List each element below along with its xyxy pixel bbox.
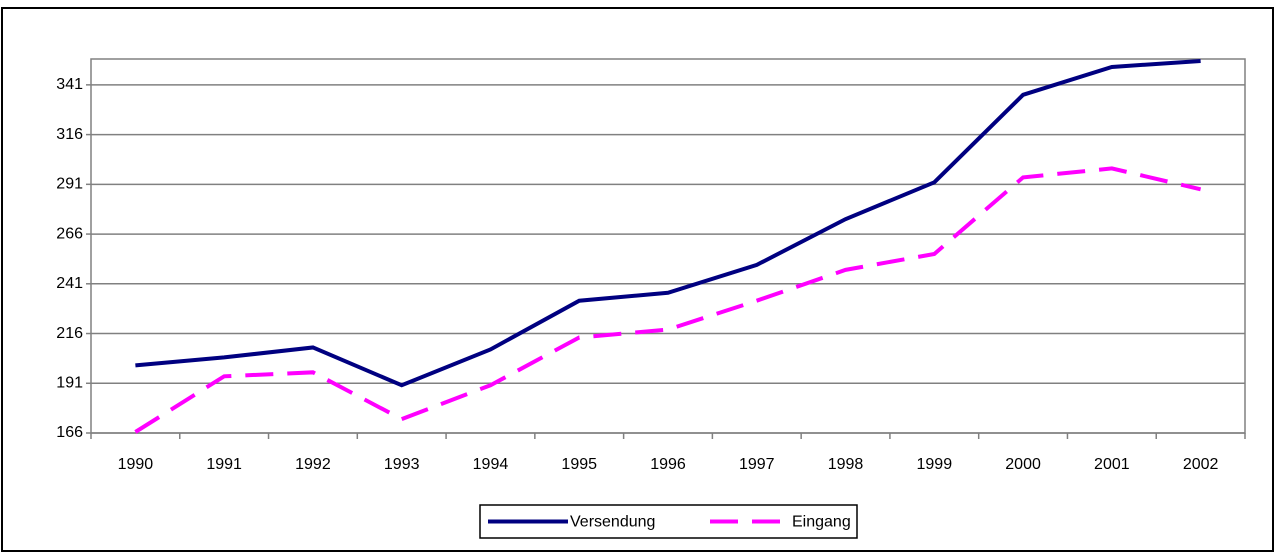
x-tick-label: 1993 — [384, 456, 420, 473]
y-tick-label: 191 — [56, 374, 83, 391]
y-tick-label: 316 — [56, 126, 83, 143]
x-tick-label: 2002 — [1183, 456, 1219, 473]
x-tick-label: 1995 — [561, 456, 597, 473]
x-tick-label: 1999 — [917, 456, 953, 473]
series-line — [135, 58, 1201, 388]
y-tick-label: 166 — [56, 424, 83, 441]
series-line — [134, 166, 1202, 434]
x-tick-label: 1990 — [118, 456, 154, 473]
y-tick-label: 266 — [56, 225, 83, 242]
y-tick-label: 341 — [56, 76, 83, 93]
x-tick-label: 1998 — [828, 456, 864, 473]
x-tick-label: 2001 — [1094, 456, 1130, 473]
y-tick-label: 241 — [56, 275, 83, 292]
x-tick-label: 2000 — [1005, 456, 1041, 473]
legend-label: Versendung — [570, 514, 655, 531]
y-tick-label: 216 — [56, 325, 83, 342]
x-tick-label: 1992 — [295, 456, 331, 473]
x-tick-label: 1997 — [739, 456, 775, 473]
y-tick-label: 291 — [56, 176, 83, 193]
x-tick-label: 1996 — [650, 456, 686, 473]
legend-label: Eingang — [792, 514, 851, 531]
plot-area — [90, 58, 1246, 434]
x-tick-label: 1994 — [473, 456, 509, 473]
x-tick-label: 1991 — [206, 456, 242, 473]
